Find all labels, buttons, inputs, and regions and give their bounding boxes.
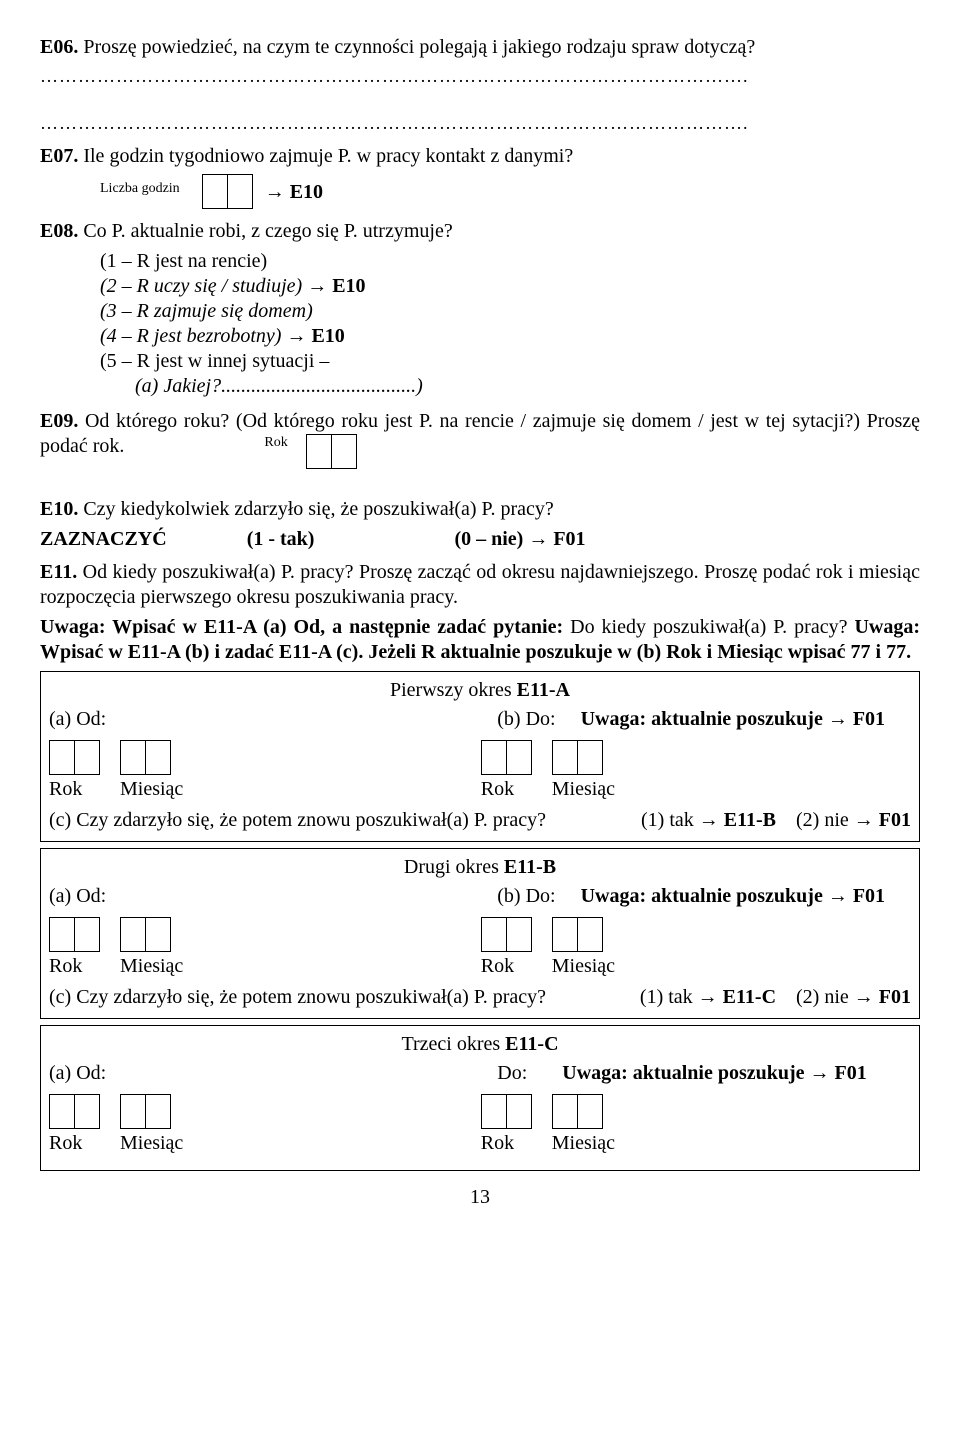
zaznaczyc-label: ZAZNACZYĆ [40,527,167,552]
box-a-od-rok[interactable] [49,740,100,775]
box-e11-c: Trzeci okres E11-C (a) Od: Do: Uwaga: ak… [40,1025,920,1171]
box-a-title: Pierwszy okres E11-A [49,678,911,703]
box-a-od-miesiac[interactable] [120,740,171,775]
e08-opt-1: (1 – R jest na rencie) [100,249,920,274]
e08-text: Co P. aktualnie robi, z czego się P. utr… [83,220,452,242]
e08-opt-3: (3 – R zajmuje się domem) [100,299,920,324]
box-a-tak[interactable]: (1) tak → E11-B [641,809,776,831]
box-c-do-label: Do: [497,1062,527,1084]
box-a-do-rok[interactable] [481,740,532,775]
box-a-od-label: (a) Od: [49,707,463,732]
miesiac-label: Miesiąc [552,777,615,802]
box-b-nie[interactable]: (2) nie → F01 [796,986,911,1008]
e11-label: E11. [40,561,77,583]
e09-input[interactable] [306,434,357,469]
rok-label: Rok [49,1131,82,1156]
e11-question: E11. Od kiedy poszukiwał(a) P. pracy? Pr… [40,560,920,610]
e09-label: E09. [40,410,78,432]
e08-opt-4: (4 – R jest bezrobotny) → E10 [100,324,920,349]
e10-label: E10. [40,498,78,520]
e07-text: Ile godzin tygodniowo zajmuje P. w pracy… [83,145,573,167]
miesiac-label: Miesiąc [552,1131,615,1156]
box-a-nie[interactable]: (2) nie → F01 [796,809,911,831]
e08-label: E08. [40,220,78,242]
e08-opt-5: (5 – R jest w innej sytuacji – [100,349,920,374]
rok-label: Rok [481,954,514,979]
box-c-uwaga: Uwaga: aktualnie poszukuje → F01 [562,1062,866,1084]
e10-text: Czy kiedykolwiek zdarzyło się, że poszuk… [83,498,553,520]
e10-nie[interactable]: (0 – nie) → F01 [454,527,585,552]
miesiac-label: Miesiąc [120,954,183,979]
e06-label: E06. [40,36,78,58]
box-c-do-miesiac[interactable] [552,1094,603,1129]
box-b-tak[interactable]: (1) tak → E11-C [640,986,776,1008]
box-c-od-rok[interactable] [49,1094,100,1129]
e08-opt-2: (2 – R uczy się / studiuje) → E10 [100,274,920,299]
miesiac-label: Miesiąc [120,1131,183,1156]
box-e11-b: Drugi okres E11-B (a) Od: (b) Do: Uwaga:… [40,848,920,1019]
e07-label: E07. [40,145,78,167]
box-b-do-rok[interactable] [481,917,532,952]
e07-question: E07. Ile godzin tygodniowo zajmuje P. w … [40,144,920,169]
e11-uwaga: Uwaga: Wpisać w E11-A (a) Od, a następni… [40,615,920,665]
box-b-uwaga: Uwaga: aktualnie poszukuje → F01 [581,885,885,907]
rok-label: Rok [481,777,514,802]
miesiac-label: Miesiąc [552,954,615,979]
box-b-od-label: (a) Od: [49,884,463,909]
box-a-do-label: (b) Do: [497,708,555,730]
e09-text: Od którego roku? (Od którego roku jest P… [40,410,920,457]
box-a-do-miesiac[interactable] [552,740,603,775]
e11-lead: Od kiedy poszukiwał(a) P. pracy? Proszę … [40,561,920,608]
e06-question: E06. Proszę powiedzieć, na czym te czynn… [40,35,920,60]
e08-opt-5a: (a) Jakiej?.............................… [100,374,920,399]
dotted-line-2: …………………………………………………………………………………………………. [40,112,920,135]
miesiac-label: Miesiąc [120,777,183,802]
e10-question: E10. Czy kiedykolwiek zdarzyło się, że p… [40,497,920,522]
rok-label: Rok [481,1131,514,1156]
box-b-follow-q: (c) Czy zdarzyło się, że potem znowu pos… [49,985,546,1010]
e09-question: E09. Od którego roku? (Od którego roku j… [40,409,920,469]
e06-text: Proszę powiedzieć, na czym te czynności … [83,36,755,58]
box-b-do-label: (b) Do: [497,885,555,907]
box-c-od-miesiac[interactable] [120,1094,171,1129]
dotted-line-1: …………………………………………………………………………………………………. [40,65,920,88]
e10-tak[interactable]: (1 - tak) [247,527,315,552]
box-b-title: Drugi okres E11-B [49,855,911,880]
box-e11-a: Pierwszy okres E11-A (a) Od: (b) Do: Uwa… [40,671,920,842]
e08-question: E08. Co P. aktualnie robi, z czego się P… [40,219,920,244]
box-c-do-rok[interactable] [481,1094,532,1129]
e07-target: → E10 [265,180,323,205]
box-b-do-miesiac[interactable] [552,917,603,952]
box-b-od-miesiac[interactable] [120,917,171,952]
rok-label: Rok [49,954,82,979]
box-a-uwaga: Uwaga: aktualnie poszukuje → F01 [581,708,885,730]
rok-label: Rok [49,777,82,802]
liczba-godzin-label: Liczba godzin [100,180,180,198]
box-c-od-label: (a) Od: [49,1061,463,1086]
e07-input[interactable] [202,174,253,209]
rok-label-e09: Rok [264,435,287,450]
box-b-od-rok[interactable] [49,917,100,952]
box-a-follow-q: (c) Czy zdarzyło się, że potem znowu pos… [49,808,546,833]
page-number: 13 [40,1185,920,1210]
box-c-title: Trzeci okres E11-C [49,1032,911,1057]
